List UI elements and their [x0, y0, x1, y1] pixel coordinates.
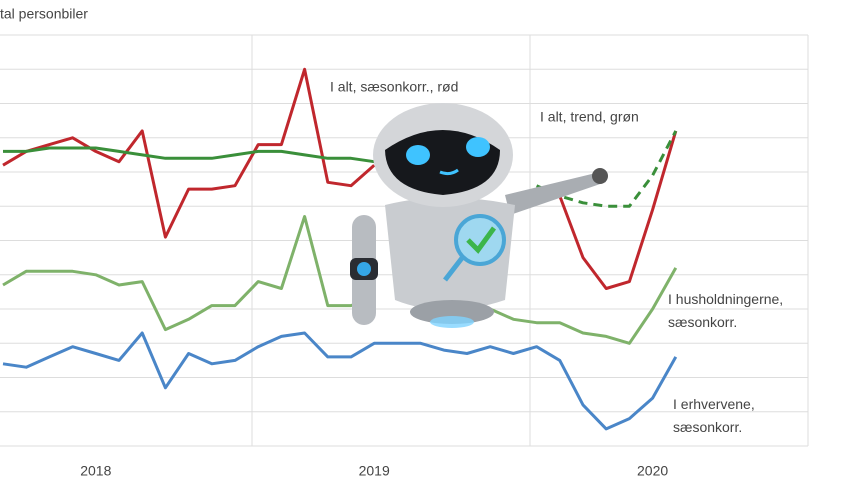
series-label: I alt, trend, grøn: [540, 109, 639, 125]
series-line: [3, 146, 375, 164]
series-label: I erhvervene, sæsonkorr.: [673, 396, 755, 435]
series-line: [536, 130, 678, 290]
x-tick-label: 2019: [359, 463, 390, 479]
series-label: I alt, sæsonkorr., rød: [330, 79, 458, 95]
x-tick-label: 2020: [637, 463, 668, 479]
series-line: [489, 267, 678, 345]
chart-title: tal personbiler: [0, 6, 88, 22]
robot: [350, 103, 608, 328]
series-line: [2, 215, 375, 332]
x-tick-label: 2018: [80, 463, 111, 479]
series-label: I husholdningerne, sæsonkorr.: [668, 291, 783, 330]
series-line: [2, 331, 678, 431]
series-line: [2, 67, 376, 239]
